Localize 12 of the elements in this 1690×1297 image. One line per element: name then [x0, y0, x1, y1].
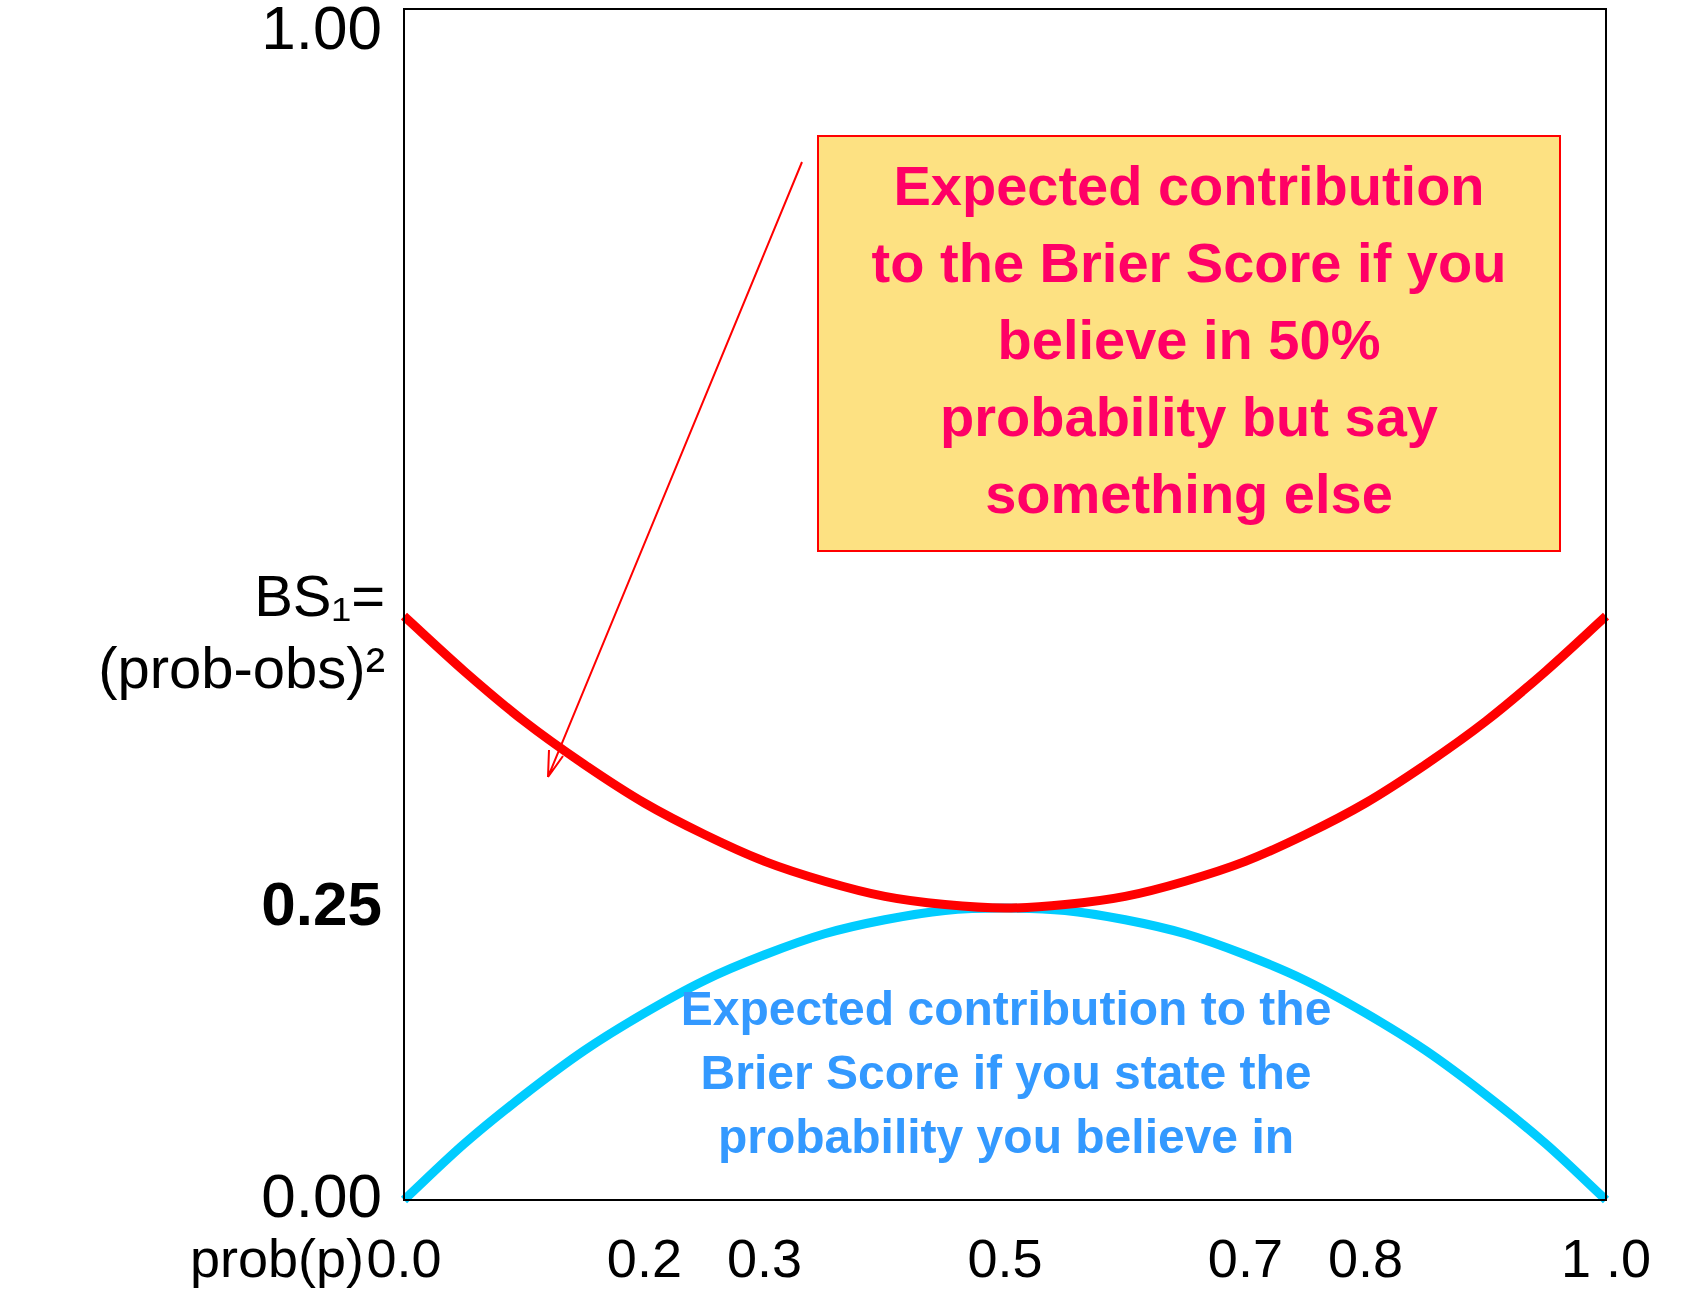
- x-tick-label: 0.2: [606, 1228, 682, 1289]
- annotation: Expected contribution to the Brier Score if you state the probability you believe in: [680, 982, 1332, 1164]
- y-tick-label: 0.25: [261, 869, 382, 939]
- x-tick-label: 0.5: [967, 1228, 1043, 1289]
- y-axis-title: BS₁= (prob-obs)²: [98, 562, 385, 702]
- x-tick-label: 0.8: [1328, 1228, 1404, 1289]
- y-tick-label: 1.00: [261, 0, 382, 63]
- x-tick-label: 0.3: [727, 1228, 803, 1289]
- x-tick-label: 0.7: [1207, 1228, 1283, 1289]
- x-tick-label: 0.0: [366, 1228, 442, 1289]
- x-tick-label: 1 .0: [1560, 1228, 1652, 1289]
- annotation: Expected contribution to the Brier Score if you believe in 50% probability but say something else: [871, 153, 1507, 525]
